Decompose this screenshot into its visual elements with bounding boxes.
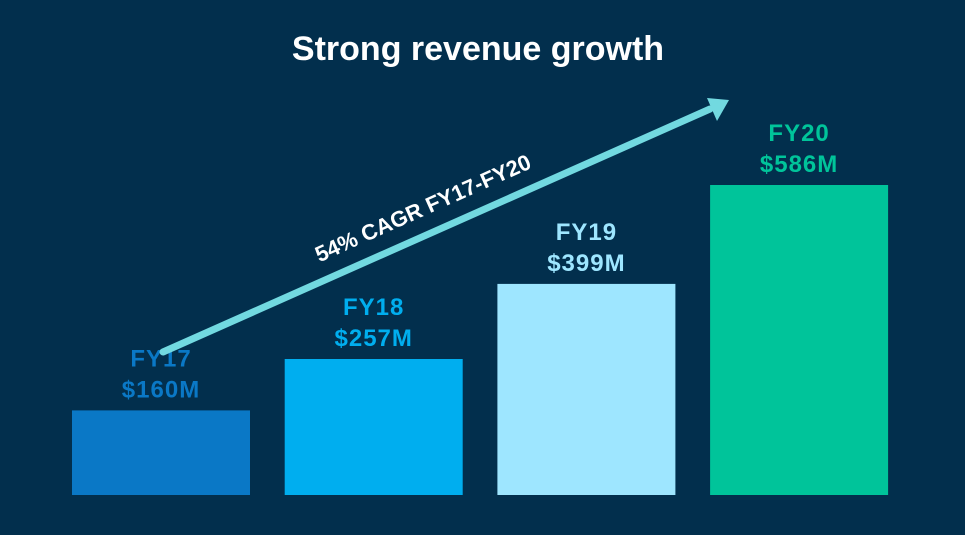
value-label-fy17: $160M [122,376,200,403]
bar-fy18 [284,359,463,495]
bar-fy20 [710,185,889,495]
category-label-fy19: FY19 [556,219,617,246]
cagr-arrow-line [159,105,714,356]
category-label-fy18: FY18 [343,294,404,321]
cagr-label: 54% CAGR FY17-FY20 [311,149,535,267]
category-label-fy20: FY20 [768,120,829,147]
bar-fy19 [497,283,676,495]
value-label-fy20: $586M [760,151,838,178]
chart-title: Strong revenue growth [292,30,664,68]
value-label-fy19: $399M [547,250,625,277]
bar-fy17 [72,410,250,495]
value-label-fy18: $257M [335,325,413,352]
bars-group [72,185,889,495]
cagr-arrow-head [707,98,729,121]
